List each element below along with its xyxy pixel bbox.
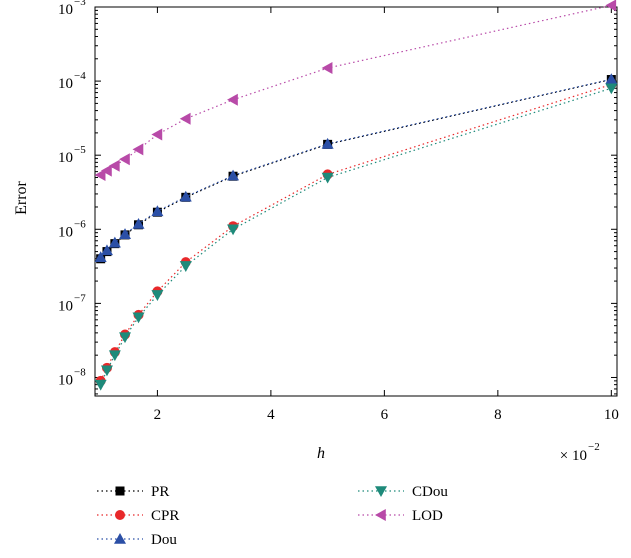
y-tick-base: 10 <box>58 2 73 18</box>
data-point-cdou <box>119 332 132 344</box>
x-tick-label: 8 <box>494 407 502 423</box>
data-point-lod <box>119 153 130 166</box>
data-point-cdou <box>321 172 334 184</box>
legend-item-cpr: CPR <box>97 508 179 524</box>
legend-label-pr: PR <box>151 484 169 500</box>
x-tick-label: 2 <box>154 407 162 423</box>
legend-marker-pr <box>115 486 125 496</box>
legend-marker-lod <box>375 509 386 521</box>
x-axis-multiplier: × 10 −2 <box>560 441 600 464</box>
data-point-lod <box>151 128 163 141</box>
y-tick-label: 10 −3 <box>58 0 86 18</box>
data-point-dou <box>119 228 132 239</box>
data-point-dou <box>100 244 113 256</box>
legend-label-dou: Dou <box>151 532 177 548</box>
data-point-dou <box>321 137 334 149</box>
legend-item-pr: PR <box>97 484 169 500</box>
y-tick-label: 10 −5 <box>58 144 86 166</box>
series-line-lod <box>100 4 612 176</box>
y-tick-label: 10 −4 <box>58 70 86 92</box>
data-point-lod <box>132 143 144 156</box>
y-tick-label: 10 −6 <box>58 218 86 240</box>
y-tick-label: 10 −7 <box>58 292 86 314</box>
y-tick-exp: −5 <box>74 144 86 156</box>
series-lod <box>94 0 617 182</box>
series-line-dou <box>100 78 612 258</box>
x-tick-label: 4 <box>267 407 275 423</box>
data-point-cdou <box>132 312 145 324</box>
series-line-pr <box>100 78 612 260</box>
series-pr <box>96 75 616 264</box>
data-point-lod <box>227 93 238 106</box>
y-tick-exp: −4 <box>74 70 86 82</box>
series-line-cdou <box>100 87 612 385</box>
data-point-dou <box>227 169 240 181</box>
series-cpr <box>95 79 617 386</box>
y-tick-base: 10 <box>58 224 73 240</box>
legend-item-dou: Dou <box>97 532 177 548</box>
data-point-lod <box>605 0 617 12</box>
data-point-cdou <box>94 379 107 391</box>
y-axis-label: Error <box>13 180 30 214</box>
legend-marker-dou <box>114 533 126 544</box>
legend-marker-cpr <box>115 510 125 520</box>
data-point-cdou <box>227 224 240 236</box>
x-tick-label: 6 <box>381 407 389 423</box>
legend-item-lod: LOD <box>358 508 443 524</box>
data-point-dou <box>179 190 192 202</box>
data-point-cdou <box>108 350 121 362</box>
y-tick-label: 10 −8 <box>58 366 86 388</box>
data-point-cdou <box>179 261 192 272</box>
y-tick-base: 10 <box>58 298 73 314</box>
y-tick-exp: −8 <box>74 366 86 378</box>
x-tick-label: 10 <box>604 407 619 423</box>
data-point-lod <box>94 169 106 182</box>
data-point-cdou <box>151 290 164 301</box>
legend-marker-cdou <box>375 486 387 497</box>
data-point-lod <box>179 112 191 125</box>
y-tick-exp: −7 <box>74 292 86 304</box>
data-point-dou <box>94 251 107 263</box>
series-cdou <box>94 83 618 391</box>
y-tick-exp: −6 <box>74 218 86 230</box>
y-tick-base: 10 <box>58 150 73 166</box>
x-multiplier-base: × 10 <box>560 448 587 464</box>
data-point-lod <box>321 62 333 75</box>
data-point-cdou <box>100 365 113 377</box>
data-point-dou <box>151 205 164 217</box>
series-dou <box>94 73 618 263</box>
legend: PR CPR Dou CDou LOD <box>97 484 448 548</box>
plot-frame <box>94 6 618 397</box>
x-multiplier-exp: −2 <box>588 441 600 453</box>
y-tick-exp: −3 <box>74 0 86 8</box>
y-tick-base: 10 <box>58 76 73 92</box>
legend-label-lod: LOD <box>412 508 443 524</box>
legend-label-cpr: CPR <box>151 508 179 524</box>
series-line-cpr <box>100 83 612 382</box>
legend-item-cdou: CDou <box>358 484 448 500</box>
legend-label-cdou: CDou <box>412 484 448 500</box>
y-tick-base: 10 <box>58 372 73 388</box>
data-point-dou <box>132 217 145 229</box>
data-point-dou <box>108 236 121 248</box>
data-point-cdou <box>605 83 618 95</box>
data-point-lod <box>108 159 120 172</box>
data-point-dou <box>605 73 618 85</box>
data-point-lod <box>100 164 112 177</box>
x-axis-label: h <box>317 445 325 462</box>
